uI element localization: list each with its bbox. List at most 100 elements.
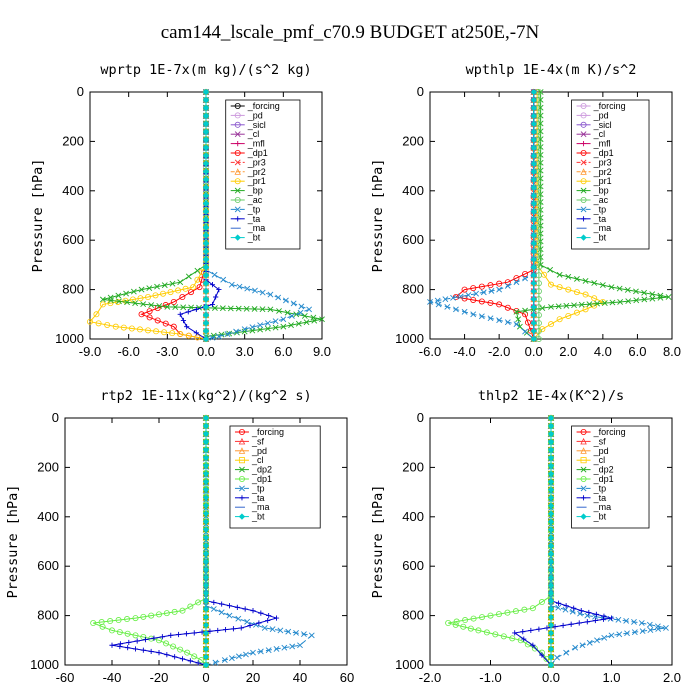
- legend-marker: [580, 178, 587, 185]
- data-point: [235, 615, 242, 622]
- data-point: [161, 329, 168, 336]
- legend-marker: [239, 495, 245, 501]
- data-point: [265, 617, 271, 624]
- data-point: [522, 275, 528, 282]
- legend-marker: [234, 187, 241, 194]
- data-point: [196, 284, 203, 291]
- data-point: [555, 604, 562, 611]
- data-point: [202, 104, 210, 112]
- data-point: [184, 649, 191, 656]
- data-point: [530, 232, 537, 239]
- legend-label: _tp: [251, 483, 265, 493]
- data-point: [104, 322, 111, 329]
- data-point: [547, 502, 555, 509]
- legend-label: _ta: [593, 493, 607, 503]
- legend-label: _pd: [593, 446, 609, 456]
- data-point: [539, 326, 546, 333]
- data-point: [202, 240, 210, 247]
- legend: _forcing_pd_sicl_cl_mfl_dp1_pr3_pr2_pr1_…: [571, 99, 650, 250]
- data-point: [202, 136, 210, 143]
- data-point: [184, 324, 190, 330]
- data-point: [202, 112, 210, 120]
- data-point: [202, 645, 210, 653]
- data-point: [297, 642, 303, 649]
- data-point: [93, 311, 100, 318]
- data-point: [554, 654, 560, 661]
- data-point: [487, 612, 494, 619]
- legend-label: _ta: [593, 214, 607, 224]
- data-point: [202, 216, 210, 223]
- series-bt: [202, 88, 210, 343]
- data-point: [202, 518, 210, 525]
- legend-marker: [238, 437, 246, 445]
- series-line: [454, 92, 535, 340]
- data-point: [202, 446, 210, 454]
- panel-4: thlp2 1E-4x(K^2)/s Pressure [hPa] -2.0 -1.0…: [370, 388, 681, 685]
- legend-label: _tp: [593, 204, 607, 214]
- panel-1: wprtp 1E-7x(m kg)/(s^2 kg) Pressure [hPa]…: [30, 62, 331, 359]
- data-point: [148, 612, 155, 619]
- data-point: [124, 616, 131, 623]
- data-point: [194, 334, 201, 341]
- data-point: [465, 292, 472, 299]
- data-point: [560, 622, 566, 629]
- data-point: [594, 637, 600, 644]
- legend-marker: [238, 475, 245, 482]
- data-point: [202, 502, 210, 509]
- data-point: [308, 632, 315, 639]
- series-line: [533, 92, 605, 340]
- data-point: [202, 621, 210, 629]
- y-tick-label: 400: [62, 183, 84, 198]
- legend-label: _sicl: [247, 120, 266, 130]
- data-point: [530, 184, 537, 191]
- data-point: [152, 292, 159, 299]
- data-point: [202, 248, 210, 255]
- data-point: [556, 271, 563, 278]
- data-point: [547, 582, 555, 589]
- data-point: [244, 618, 251, 625]
- legend-label: _pr3: [247, 157, 266, 167]
- data-point: [202, 192, 210, 199]
- legend-label: _dp1: [593, 148, 614, 158]
- legend-label: _pr2: [593, 167, 612, 177]
- legend-label: _pr1: [247, 176, 266, 186]
- data-point: [530, 224, 537, 231]
- y-tick-label: 0: [52, 410, 59, 425]
- y-axis-label: Pressure [hPa]: [30, 159, 46, 273]
- data-point: [202, 272, 210, 279]
- data-point: [487, 282, 494, 289]
- legend-marker: [580, 234, 587, 241]
- data-point: [509, 635, 516, 642]
- data-point: [522, 270, 529, 277]
- data-point: [300, 631, 307, 638]
- legend-label: _bt: [247, 233, 261, 243]
- data-point: [264, 320, 271, 327]
- data-point: [243, 305, 250, 312]
- y-tick-label: 600: [402, 232, 424, 247]
- data-point: [220, 276, 227, 283]
- data-point: [512, 608, 519, 615]
- x-tick-label: 9.0: [313, 344, 331, 359]
- legend-label: _dp2: [593, 465, 614, 475]
- data-point: [266, 613, 272, 619]
- data-point: [444, 303, 451, 310]
- data-point: [504, 279, 511, 286]
- data-point: [641, 296, 648, 303]
- data-point: [547, 478, 555, 485]
- legend-label: _bt: [593, 233, 607, 243]
- y-tick-label: 0: [417, 84, 424, 99]
- data-point: [202, 144, 210, 151]
- data-point: [657, 294, 664, 301]
- data-point: [513, 308, 520, 315]
- x-tick-label: -6.0: [419, 344, 441, 359]
- panel-title: wpthlp 1E-4x(m K)/s^2: [466, 62, 637, 78]
- data-point: [129, 296, 136, 303]
- data-point: [641, 289, 648, 296]
- x-tick-label: -6.0: [117, 344, 139, 359]
- data-point: [591, 280, 598, 286]
- legend-box: [229, 425, 321, 529]
- data-point: [164, 652, 170, 658]
- data-point: [162, 320, 169, 327]
- data-point: [175, 287, 182, 294]
- data-point: [171, 608, 178, 615]
